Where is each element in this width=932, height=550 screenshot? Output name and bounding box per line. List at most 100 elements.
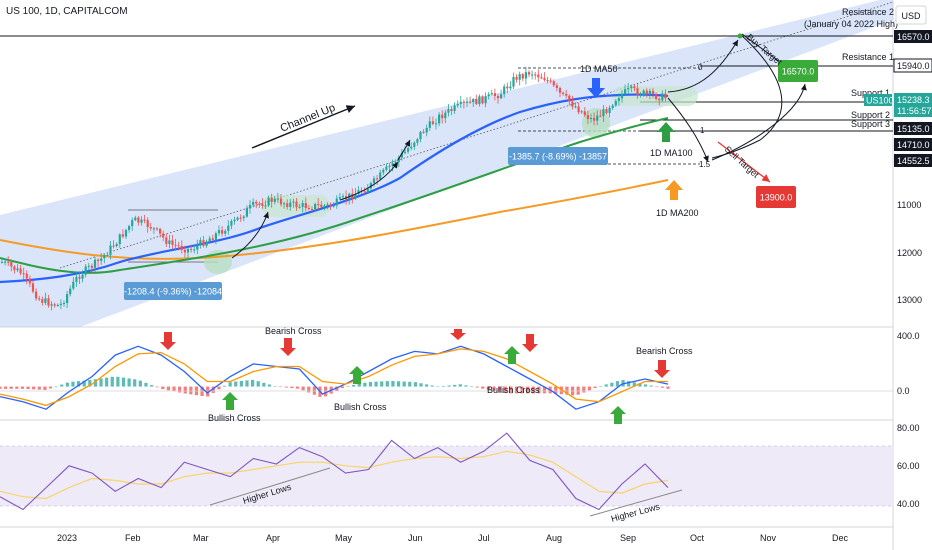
candle-body	[627, 87, 630, 90]
price-candle	[289, 198, 292, 211]
price-candle	[332, 201, 335, 208]
candle-body	[329, 204, 332, 207]
macd-hist-bar	[20, 386, 25, 389]
sell-target-value: 13900.0	[760, 193, 793, 203]
price-candle	[93, 256, 97, 272]
candle-body	[453, 105, 456, 111]
candle-body	[617, 98, 620, 101]
price-candle	[47, 294, 50, 308]
candle-body	[472, 99, 475, 103]
price-candle	[450, 106, 453, 116]
macd-hist-bar	[110, 376, 114, 387]
macd-hist-bar	[441, 386, 446, 387]
candle-body	[360, 190, 363, 192]
price-candle	[118, 233, 121, 248]
candle-body	[490, 93, 493, 95]
candle-body	[425, 127, 428, 133]
candle-body	[366, 188, 369, 193]
candle-body	[500, 94, 503, 99]
macd-hist-bar	[217, 386, 221, 390]
macd-hist-bar	[357, 383, 361, 387]
price-candle	[56, 303, 59, 307]
price-candle	[317, 198, 320, 210]
candle-body	[304, 203, 307, 209]
macd-hist-bar	[627, 381, 631, 387]
candle-body	[41, 299, 44, 303]
tag-resistance-2-text: 16570.0	[897, 32, 930, 42]
macd-hist-bar	[408, 381, 412, 387]
candle-body	[292, 201, 295, 203]
candle-body	[28, 278, 31, 284]
price-candle	[624, 84, 627, 96]
macd-hist-bar	[340, 386, 345, 389]
price-candle	[128, 224, 131, 233]
macd-hist-bar	[385, 381, 389, 387]
price-candle	[35, 288, 38, 301]
price-candle	[335, 195, 338, 209]
candle-body	[171, 240, 174, 245]
tag-resistance-1	[893, 58, 932, 73]
price-candle	[490, 89, 493, 96]
price-candle	[500, 89, 503, 100]
macd-hist-bar	[374, 381, 378, 387]
price-candle	[589, 113, 593, 123]
x-tick-2023: 2023	[57, 533, 77, 543]
price-candle	[534, 71, 537, 80]
x-tick-aug: Aug	[546, 533, 562, 543]
price-candle	[605, 106, 608, 115]
price-candle	[295, 197, 298, 211]
candle-body	[214, 233, 217, 240]
tag-current-price-text: 15238.3	[897, 95, 930, 105]
price-candle	[555, 82, 558, 92]
macd-hist-bar	[295, 386, 300, 389]
price-candle	[385, 163, 388, 172]
candle-body	[162, 233, 165, 238]
bearish-arrow-3	[450, 329, 466, 340]
price-candle	[382, 168, 385, 176]
currency-label: USD	[901, 11, 921, 21]
candle-body	[208, 238, 211, 242]
tag-support-3	[894, 122, 932, 135]
candle-body	[50, 304, 53, 306]
price-candle	[245, 205, 248, 218]
macd-hist-bar	[430, 385, 434, 387]
price-candle	[41, 296, 44, 306]
x-tick-nov: Nov	[760, 533, 777, 543]
candle-body	[496, 96, 500, 99]
higher-lows-line-2	[589, 489, 683, 517]
price-candle	[469, 96, 472, 104]
price-candle	[103, 253, 106, 264]
macd-hist-bar	[380, 381, 384, 387]
candle-body	[4, 261, 7, 263]
candle-body	[462, 101, 465, 103]
tag-resistance-1-text: 15940.0	[897, 61, 930, 71]
candle-body	[273, 198, 276, 202]
price-candle	[258, 201, 261, 208]
candle-body	[196, 245, 199, 250]
sell-target-arrow	[717, 141, 771, 183]
price-candle	[568, 94, 571, 106]
candle-body	[580, 111, 583, 113]
price-candle	[636, 84, 639, 99]
candle-body	[555, 85, 558, 89]
macd-hist-bar	[469, 386, 474, 387]
price-candle	[279, 193, 283, 207]
candle-body	[124, 229, 128, 237]
support-2-label: Support 2	[851, 110, 890, 120]
candle-body	[444, 112, 447, 119]
candle-body	[155, 228, 159, 230]
buy-to-sell-curve	[711, 33, 783, 159]
price-candle	[90, 263, 93, 274]
bearish-arrow-2	[280, 338, 296, 356]
macd-hist-bar	[71, 381, 75, 387]
candle-body	[403, 151, 407, 153]
candle-body	[400, 152, 403, 158]
candle-body	[469, 101, 472, 103]
price-candle	[134, 215, 137, 222]
candle-body	[289, 202, 292, 207]
macd-hist-bar	[189, 386, 193, 395]
price-candle	[155, 227, 159, 231]
sell-target-box	[756, 186, 796, 208]
candle-body	[586, 115, 589, 119]
